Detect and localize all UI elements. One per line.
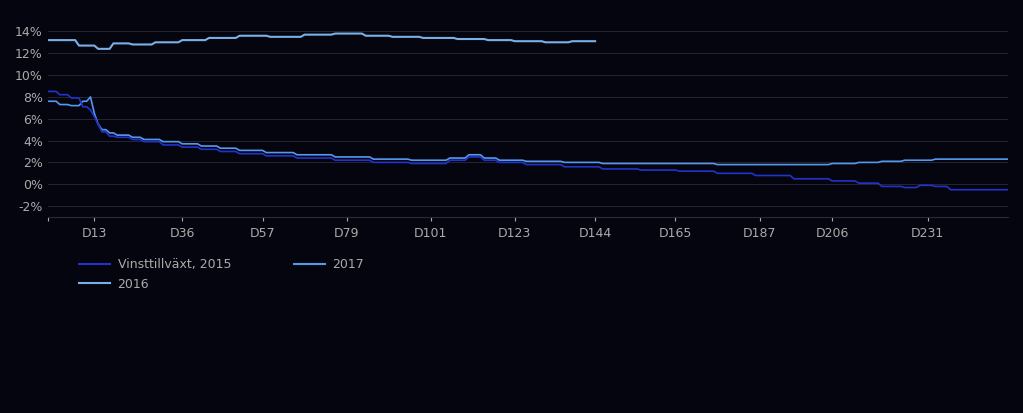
Vinsttillväxt, 2015 <box>1002 187 1014 192</box>
2016 <box>329 31 342 36</box>
2016 <box>81 43 93 48</box>
2016 <box>497 38 509 43</box>
Vinsttillväxt, 2015 <box>329 158 342 163</box>
2017 <box>986 157 998 161</box>
2017 <box>658 161 670 166</box>
2017 <box>84 95 96 100</box>
Vinsttillväxt, 2015 <box>654 168 666 173</box>
Vinsttillväxt, 2015 <box>983 187 995 192</box>
2017 <box>723 162 736 167</box>
2016 <box>42 38 54 43</box>
Vinsttillväxt, 2015 <box>42 89 54 94</box>
2017 <box>332 154 345 159</box>
2016 <box>127 42 139 47</box>
Vinsttillväxt, 2015 <box>61 92 74 97</box>
Line: 2017: 2017 <box>48 97 1008 165</box>
Vinsttillväxt, 2015 <box>944 187 957 192</box>
2016 <box>440 36 452 40</box>
Vinsttillväxt, 2015 <box>715 171 727 176</box>
2017 <box>61 102 74 107</box>
2016 <box>92 46 104 51</box>
2017 <box>1002 157 1014 161</box>
2017 <box>810 162 822 167</box>
2017 <box>42 99 54 104</box>
Line: 2016: 2016 <box>48 33 595 49</box>
2017 <box>711 162 723 167</box>
Vinsttillväxt, 2015 <box>803 176 815 181</box>
Legend: Vinsttillväxt, 2015, 2016, 2017, : Vinsttillväxt, 2015, 2016, 2017, <box>74 253 369 296</box>
2016 <box>589 39 602 44</box>
Line: Vinsttillväxt, 2015: Vinsttillväxt, 2015 <box>48 91 1008 190</box>
2016 <box>490 38 502 43</box>
2016 <box>215 36 227 40</box>
